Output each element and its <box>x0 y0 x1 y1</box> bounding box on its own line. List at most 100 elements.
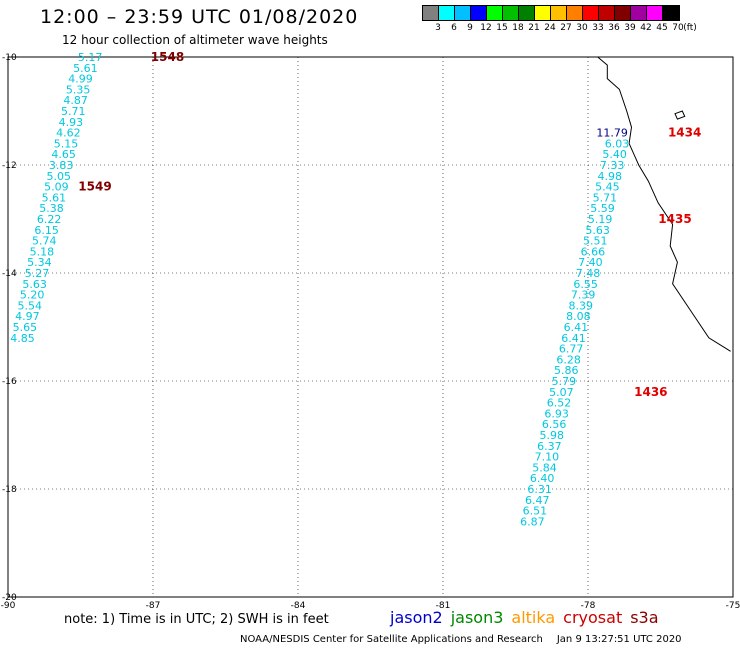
legend-label: 45 <box>656 23 668 33</box>
track-east-value: 5.86 <box>554 364 579 377</box>
track-west-value: 5.34 <box>27 256 52 269</box>
lon-tick-label: -90 <box>1 601 16 611</box>
legend-label: 70 <box>672 23 684 33</box>
legend-label: 12 <box>480 23 492 33</box>
track-west-value: 5.18 <box>30 245 55 258</box>
track-east-value: 7.33 <box>600 159 625 172</box>
lat-tick-label: -18 <box>2 485 17 495</box>
pass-number-label: 1436 <box>634 385 667 399</box>
track-east-value: 6.93 <box>544 407 569 420</box>
legend-swatch <box>583 6 599 20</box>
track-west-value: 6.15 <box>34 224 59 237</box>
track-west-value: 5.35 <box>66 83 91 96</box>
track-west-value: 3.83 <box>49 159 74 172</box>
mission-jason2: jason2 <box>390 608 443 627</box>
track-west-value: 5.38 <box>39 202 64 215</box>
legend-label: 42 <box>640 23 652 33</box>
track-east-value: 7.39 <box>571 289 596 302</box>
track-east-value: 6.87 <box>520 515 545 528</box>
mission-s3a: s3a <box>630 608 659 627</box>
mission-jason3: jason3 <box>450 608 504 627</box>
track-east-value: 5.51 <box>583 235 608 248</box>
legend-swatch <box>631 6 647 20</box>
legend-label: 3 <box>435 23 441 33</box>
color-legend: 3 6 9 12 15 18 21 24 27 30 33 36 39 42 45 70 (ft) <box>422 5 697 33</box>
track-west-value: 5.27 <box>25 267 50 280</box>
page-subtitle: 12 hour collection of altimeter wave hei… <box>62 33 328 47</box>
lon-tick-label: -87 <box>146 601 161 611</box>
legend-swatch <box>503 6 519 20</box>
track-west-value: 4.99 <box>68 73 93 86</box>
page-title: 12:00 – 23:59 UTC 01/08/2020 <box>40 6 359 28</box>
legend-labels: 3 6 9 12 15 18 21 24 27 30 33 36 39 42 45 70 (ft) <box>422 21 697 33</box>
track-west-value: 5.63 <box>22 278 47 291</box>
track-west-value: 5.15 <box>54 137 79 150</box>
track-east-value: 5.84 <box>532 461 557 474</box>
lat-tick-label: -16 <box>2 377 17 387</box>
legend-label: 24 <box>544 23 556 33</box>
track-west-value: 5.05 <box>47 170 72 183</box>
legend-label: 21 <box>528 23 540 33</box>
track-east-value: 7.10 <box>535 451 560 464</box>
legend-swatch <box>599 6 615 20</box>
lon-tick-label: -78 <box>581 601 596 611</box>
credit-line: NOAA/NESDIS Center for Satellite Applica… <box>240 634 682 645</box>
track-east-value: 6.66 <box>581 245 606 258</box>
track-east-value: 6.55 <box>573 278 598 291</box>
track-east-value: 4.98 <box>598 170 623 183</box>
track-east-value: 6.41 <box>564 321 589 334</box>
track-east-value: 5.19 <box>588 213 613 226</box>
track-west-value: 4.85 <box>10 332 35 345</box>
track-west-value: 5.09 <box>44 181 69 194</box>
credit-text: NOAA/NESDIS Center for Satellite Applica… <box>240 634 543 645</box>
pass-number-label: 1435 <box>658 212 691 226</box>
track-east-value: 6.51 <box>523 505 548 518</box>
track-west-value: 5.65 <box>13 321 38 334</box>
lon-tick-label: -81 <box>436 601 451 611</box>
track-west-value: 4.87 <box>63 94 88 107</box>
track-east-value: 7.48 <box>576 267 601 280</box>
legend-label: 36 <box>608 23 620 33</box>
legend-label: 27 <box>560 23 572 33</box>
track-east-value: 5.63 <box>585 224 610 237</box>
legend-label: 18 <box>512 23 524 33</box>
footer-note: note: 1) Time is in UTC; 2) SWH is in fe… <box>64 612 329 627</box>
legend-color-bar <box>422 5 680 21</box>
pass-number-label: 1434 <box>668 126 701 140</box>
track-west-value: 4.97 <box>15 310 40 323</box>
mission-altika: altika <box>511 608 556 627</box>
track-west-value: 6.22 <box>37 213 62 226</box>
lat-tick-label: -12 <box>2 161 17 171</box>
legend-label: 9 <box>467 23 473 33</box>
track-east-value: 8.39 <box>569 299 594 312</box>
legend-label: 30 <box>576 23 588 33</box>
legend-swatch <box>439 6 455 20</box>
track-east-value: 6.31 <box>527 483 552 496</box>
track-east-value: 6.47 <box>525 494 550 507</box>
legend-label: 39 <box>624 23 636 33</box>
legend-label: 33 <box>592 23 604 33</box>
track-west-value: 4.62 <box>56 127 81 140</box>
track-east-value: 6.56 <box>542 418 567 431</box>
track-east-value: 6.77 <box>559 343 584 356</box>
track-east-value: 5.40 <box>602 148 627 161</box>
track-west-value: 5.54 <box>18 299 43 312</box>
track-west-value: 5.71 <box>61 105 86 118</box>
lat-tick-label: -10 <box>2 53 17 63</box>
legend-label: (ft) <box>683 23 697 33</box>
track-east-value: 6.40 <box>530 472 555 485</box>
island <box>674 110 686 120</box>
pass-number-label: 1549 <box>78 180 111 194</box>
track-east-value: 6.37 <box>537 440 562 453</box>
pass-number-label: 1548 <box>151 50 184 64</box>
legend-swatch <box>487 6 503 20</box>
track-west-value: 5.20 <box>20 289 45 302</box>
mission-list: jason2 jason3 altika cryosat s3a <box>390 608 667 627</box>
legend-swatch <box>663 6 679 20</box>
legend-swatch <box>423 6 439 20</box>
track-west-value: 4.65 <box>51 148 76 161</box>
track-east-value: 5.98 <box>540 429 565 442</box>
track-east-value: 5.59 <box>590 202 615 215</box>
